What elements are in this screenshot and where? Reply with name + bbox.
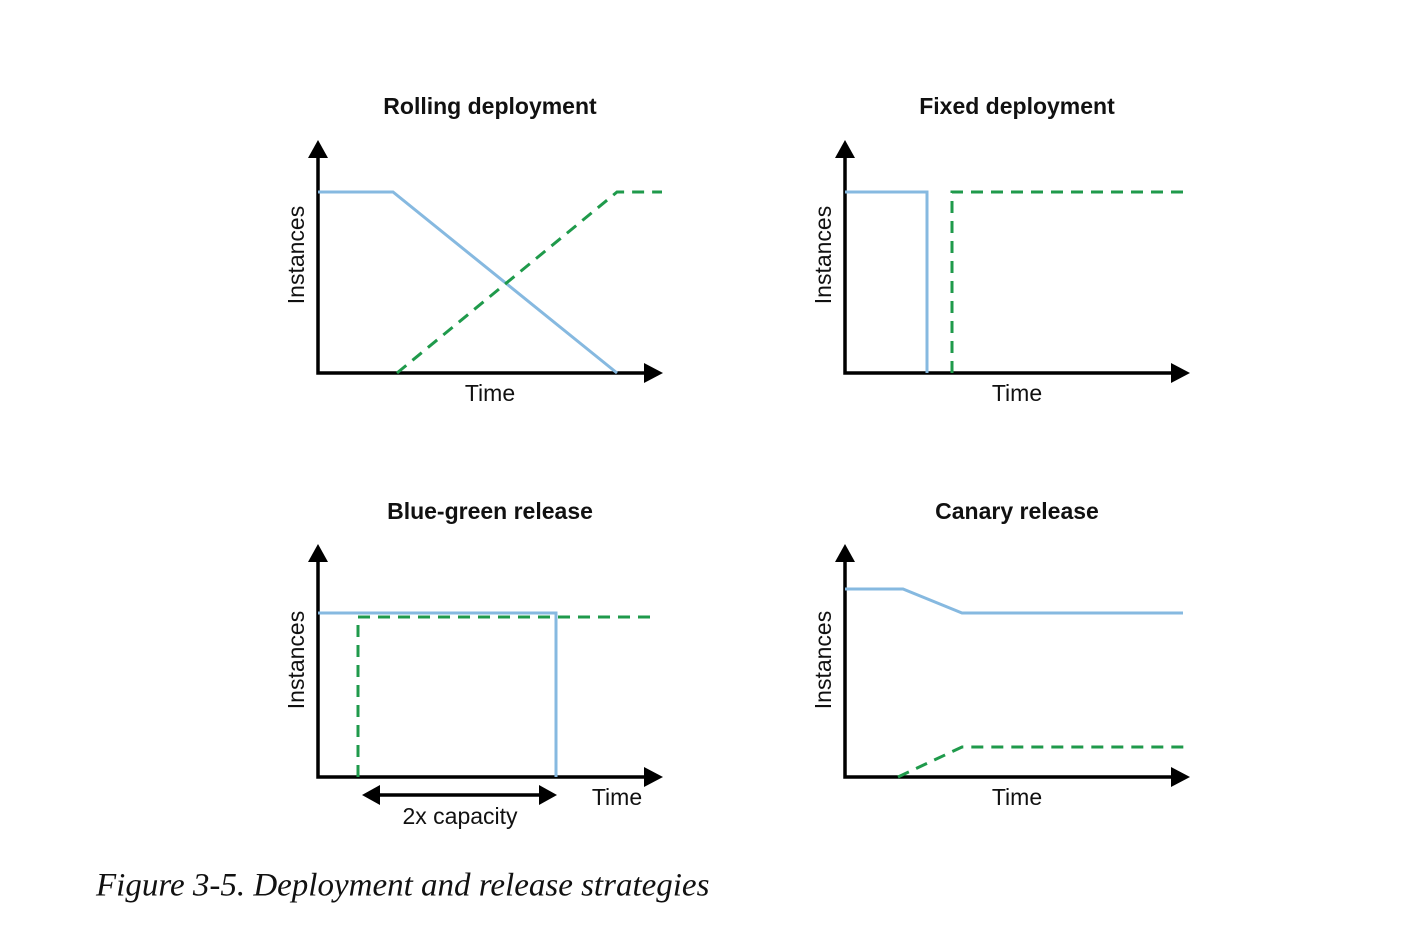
y-label: Instances xyxy=(283,206,309,304)
arrow xyxy=(644,767,663,787)
panel-title: Blue-green release xyxy=(387,498,593,524)
axes xyxy=(316,155,650,375)
arrow xyxy=(835,544,855,562)
arrow xyxy=(835,140,855,158)
y-label: Instances xyxy=(283,611,309,709)
blue-line xyxy=(318,611,558,777)
arrow xyxy=(1171,363,1190,383)
x-label: Time xyxy=(592,784,642,810)
panel-title: Fixed deployment xyxy=(919,93,1115,119)
x-label: Time xyxy=(992,784,1042,810)
panel-canary: Canary release Instances Time xyxy=(810,498,1190,810)
arrow xyxy=(644,363,663,383)
annotation: 2x capacity xyxy=(402,803,518,829)
green-line xyxy=(897,745,1185,779)
x-label: Time xyxy=(992,380,1042,406)
green-line xyxy=(396,190,662,375)
panel-title: Canary release xyxy=(935,498,1099,524)
axes xyxy=(843,560,1177,779)
x-label: Time xyxy=(465,380,515,406)
axes xyxy=(843,155,1177,375)
panel-blue-green: Blue-green release 2x capacity Instances… xyxy=(283,498,663,829)
panel-title: Rolling deployment xyxy=(383,93,597,119)
panel-fixed: Fixed deployment Instances Time xyxy=(810,93,1190,406)
arrow xyxy=(539,785,557,805)
green-line xyxy=(950,190,1185,373)
caption: Figure 3-5. Deployment and release strat… xyxy=(95,868,709,904)
arrow xyxy=(1171,767,1190,787)
arrow xyxy=(308,140,328,158)
y-label: Instances xyxy=(810,206,836,304)
axes xyxy=(316,560,650,779)
blue-line xyxy=(318,190,618,375)
blue-line xyxy=(845,587,1183,615)
green-line xyxy=(356,615,655,777)
y-label: Instances xyxy=(810,611,836,709)
arrow xyxy=(362,785,380,805)
arrow xyxy=(308,544,328,562)
blue-line xyxy=(845,190,929,373)
panel-rolling: Rolling deployment Instances Time xyxy=(283,93,663,406)
